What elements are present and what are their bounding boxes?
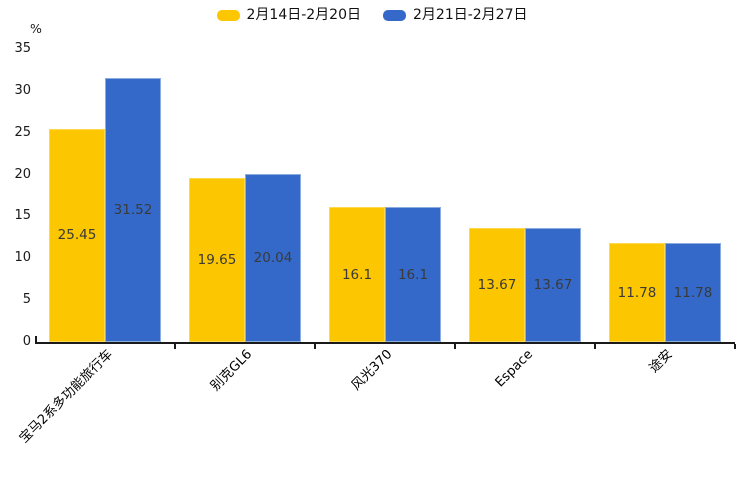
x-category-label-5: 途安 [646, 347, 676, 377]
bar-series1-cat5 [609, 243, 665, 342]
x-category-label-1: 宝马2系多功能旅行车 [16, 347, 116, 447]
bar-value-label-series1-cat1: 25.45 [57, 227, 97, 244]
bar-value-label-series2-cat4: 13.67 [533, 276, 573, 293]
bar-value-label-series1-cat4: 13.67 [477, 276, 517, 293]
y-tick-label-30: 30 [14, 82, 31, 98]
bar-value-label-series1-cat3: 16.1 [341, 266, 373, 283]
y-tick-label-5: 5 [22, 292, 31, 308]
legend-label-series2: 2月21日-2月27日 [413, 7, 528, 23]
legend-label-series1: 2月14日-2月20日 [246, 7, 362, 23]
bar-series1-cat3 [329, 207, 385, 342]
x-axis-tick-5 [734, 344, 736, 349]
bar-series1-cat1 [49, 128, 105, 342]
bar-series2-cat1 [105, 78, 161, 342]
y-axis-spine-stub [35, 336, 37, 342]
bar-value-label-series2-cat1: 31.52 [113, 202, 153, 219]
legend-item-series2: 2月21日-2月27日 [383, 6, 528, 24]
y-tick-label-35: 35 [14, 41, 31, 56]
bar-series1-cat4 [469, 227, 525, 342]
bar-value-label-series2-cat3: 16.1 [397, 266, 429, 283]
bar-value-label-series1-cat2: 19.65 [197, 251, 237, 268]
bar-series2-cat4 [525, 227, 581, 342]
plot-area: 25.45 31.52 19.65 20.04 16.1 16.1 13.67 13.67 11… [35, 49, 736, 349]
x-axis-tick-4 [594, 344, 596, 349]
x-category-label-2: 别克GL6 [208, 347, 256, 395]
bar-value-label-series2-cat2: 20.04 [253, 250, 293, 267]
x-axis-tick-3 [454, 344, 456, 349]
legend-swatch-series1 [216, 9, 240, 21]
bar-series1-cat2 [189, 177, 245, 342]
y-tick-label-10: 10 [14, 250, 31, 266]
y-axis-unit-label: % [30, 21, 42, 36]
y-tick-label-25: 25 [14, 124, 31, 140]
legend-swatch-series2 [383, 9, 406, 21]
bar-value-label-series1-cat5: 11.78 [617, 284, 657, 301]
legend-item-series1: 2月14日-2月20日 [216, 6, 362, 24]
y-tick-label-0: 0 [22, 334, 31, 349]
y-tick-label-15: 15 [14, 208, 31, 224]
x-axis-tick-1 [174, 344, 176, 349]
x-category-label-3: 风光370 [349, 347, 396, 394]
x-category-label-4: Espace [492, 347, 536, 391]
legend: 2月14日-2月20日 2月21日-2月27日 [0, 6, 744, 24]
bar-series2-cat3 [385, 207, 441, 342]
bar-series2-cat2 [245, 174, 301, 342]
x-axis-line [35, 342, 735, 344]
x-axis-tick-2 [314, 344, 316, 349]
bar-series2-cat5 [665, 243, 721, 342]
y-tick-label-20: 20 [14, 166, 31, 182]
bar-value-label-series2-cat5: 11.78 [673, 284, 713, 301]
